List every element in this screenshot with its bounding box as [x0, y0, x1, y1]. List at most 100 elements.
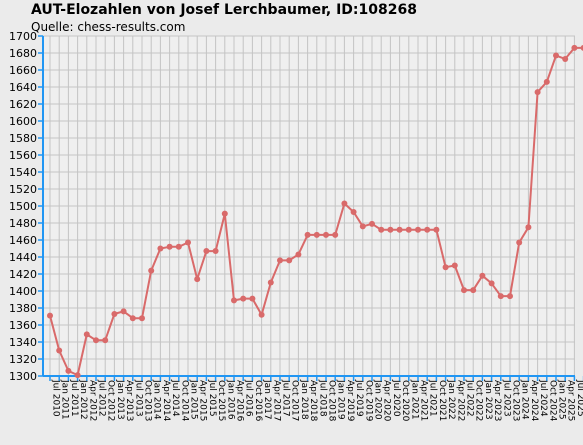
data-point — [507, 293, 513, 300]
x-tick-label: Jan 2011 — [60, 379, 70, 420]
x-tick-label: Apr 2012 — [87, 380, 97, 421]
data-point — [65, 367, 72, 374]
data-point — [378, 226, 385, 233]
x-tick-label: Jul 2025 — [575, 379, 583, 417]
x-tick-label: Apr 2021 — [419, 380, 429, 421]
data-point — [166, 243, 173, 250]
x-tick-label: Apr 2014 — [161, 380, 171, 422]
data-point — [102, 337, 109, 344]
x-tick-label: Oct 2023 — [511, 380, 521, 421]
y-tick-label: 1320 — [9, 353, 37, 366]
x-tick-label: Oct 2022 — [474, 380, 484, 421]
data-point — [148, 267, 155, 274]
data-point — [258, 311, 265, 318]
y-tick-label: 1580 — [9, 132, 37, 145]
data-point — [369, 220, 375, 227]
y-tick-label: 1560 — [9, 149, 37, 162]
x-tick-label: Jul 2023 — [501, 379, 511, 417]
x-tick-label: Jul 2013 — [133, 379, 143, 417]
x-tick-label: Oct 2019 — [363, 380, 373, 422]
x-tick-label: Jul 2011 — [69, 379, 79, 417]
x-tick-label: Apr 2023 — [492, 380, 502, 421]
data-point — [461, 287, 467, 294]
data-point — [433, 226, 440, 233]
axes — [38, 35, 583, 381]
data-point — [516, 239, 523, 246]
y-tick-label: 1620 — [9, 98, 37, 111]
data-point — [405, 226, 412, 233]
data-point — [286, 257, 293, 264]
x-tick-label: Jul 2018 — [317, 379, 327, 417]
data-point — [553, 52, 559, 59]
x-tick-label: Jul 2012 — [97, 379, 107, 417]
x-tick-label: Oct 2015 — [216, 380, 226, 421]
x-tick-label: Apr 2016 — [235, 380, 245, 422]
data-point — [120, 308, 127, 315]
y-tick-label: 1640 — [9, 81, 37, 94]
data-point — [341, 200, 348, 207]
x-tick-label: Jul 2019 — [354, 379, 364, 417]
data-point — [295, 251, 302, 258]
x-tick-label: Apr 2013 — [124, 380, 134, 421]
x-tick-label: Jul 2015 — [207, 379, 217, 417]
y-tick-label: 1460 — [9, 234, 37, 247]
data-point — [129, 315, 136, 322]
y-tick-label: 1680 — [9, 47, 37, 60]
x-tick-label: Apr 2025 — [566, 380, 576, 421]
y-tick-label: 1340 — [9, 336, 37, 349]
series-elo — [47, 44, 583, 379]
x-tick-label: Jan 2014 — [152, 379, 162, 420]
x-tick-label: Jul 2024 — [538, 379, 548, 417]
data-point — [240, 295, 247, 302]
data-point — [323, 231, 329, 238]
x-tick-label: Oct 2013 — [143, 380, 153, 421]
data-point — [359, 223, 366, 230]
x-tick-label: Apr 2024 — [529, 380, 539, 422]
y-tick-label: 1660 — [9, 64, 37, 77]
data-point — [83, 331, 90, 338]
data-point — [350, 208, 357, 215]
x-tick-label: Jul 2020 — [391, 379, 401, 417]
x-tick-labels: Jul 2010 Jan 2011 Jul 2011 Jan 2012 Apr 2012… — [51, 379, 583, 422]
data-point — [387, 226, 394, 233]
x-tick-label: Jul 2014 — [170, 379, 180, 417]
data-point — [304, 231, 311, 238]
data-point — [139, 315, 145, 322]
data-point — [580, 44, 583, 51]
x-tick-label: Jan 2020 — [373, 379, 383, 420]
x-tick-label: Jan 2025 — [557, 379, 567, 420]
data-point — [442, 264, 449, 271]
y-tick-label: 1600 — [9, 115, 37, 128]
data-point — [231, 297, 237, 304]
x-tick-label: Oct 2017 — [290, 380, 300, 421]
x-tick-label: Jul 2017 — [281, 379, 291, 417]
gridlines — [43, 35, 575, 377]
data-point — [212, 248, 219, 255]
x-tick-label: Oct 2016 — [253, 380, 263, 422]
x-tick-label: Apr 2020 — [382, 380, 392, 422]
data-point — [203, 248, 210, 255]
data-point — [74, 372, 81, 379]
x-tick-label: Oct 2018 — [327, 380, 337, 422]
data-point — [111, 310, 118, 317]
y-tick-label: 1440 — [9, 251, 37, 264]
x-tick-label: Apr 2015 — [198, 380, 208, 421]
x-tick-label: Apr 2022 — [455, 380, 465, 421]
x-tick-label: Jan 2022 — [446, 379, 456, 420]
x-tick-label: Jan 2023 — [483, 379, 493, 420]
data-point — [451, 262, 458, 269]
data-point — [470, 287, 477, 294]
x-tick-label: Jul 2016 — [244, 379, 254, 417]
x-tick-label: Jul 2022 — [465, 379, 475, 417]
data-point — [277, 257, 283, 264]
y-tick-label: 1360 — [9, 319, 37, 332]
x-tick-label: Jan 2016 — [225, 379, 235, 420]
y-tick-label: 1700 — [9, 30, 37, 43]
x-tick-label: Jul 2021 — [428, 379, 438, 417]
x-tick-label: Jan 2018 — [299, 379, 309, 420]
y-tick-labels: 1300 1320 1340 1360 1380 1400 1420 1440 1460 1480… — [9, 30, 37, 383]
y-tick-label: 1300 — [9, 370, 37, 383]
x-tick-label: Jul 2010 — [51, 379, 61, 417]
data-point — [249, 295, 256, 302]
data-point — [534, 89, 541, 96]
